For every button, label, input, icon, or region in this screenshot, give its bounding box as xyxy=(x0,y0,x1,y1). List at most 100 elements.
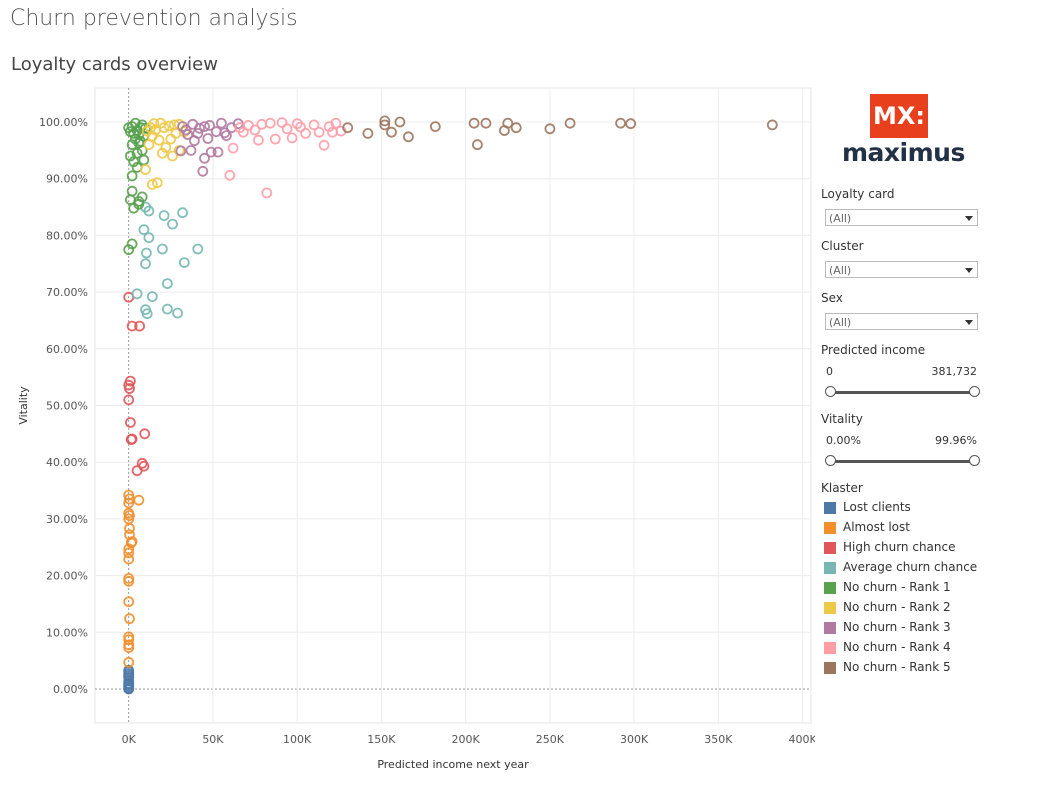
slider-max-handle[interactable] xyxy=(969,455,980,466)
scatter-point xyxy=(291,118,303,130)
legend-item[interactable]: Lost clients xyxy=(821,499,991,519)
cluster-select[interactable]: (All) xyxy=(825,261,978,278)
legend-label: High churn chance xyxy=(843,540,956,554)
slider-max-handle[interactable] xyxy=(969,386,980,397)
scatter-point xyxy=(468,117,480,129)
slider-track xyxy=(830,460,973,463)
scatter-point xyxy=(123,547,135,559)
y-tick-label: 0.00% xyxy=(53,683,88,696)
legend-item[interactable]: No churn - Rank 5 xyxy=(821,659,991,679)
legend-item[interactable]: Almost lost xyxy=(821,519,991,539)
sex-select-value: (All) xyxy=(829,316,852,329)
legend-label: Lost clients xyxy=(843,500,911,514)
scatter-point xyxy=(480,117,492,129)
vitality-min: 0.00% xyxy=(826,434,861,447)
cluster-select-value: (All) xyxy=(829,264,852,277)
scatter-point xyxy=(143,232,155,244)
scatter-point xyxy=(379,115,391,127)
scatter-point xyxy=(140,258,151,270)
scatter-point xyxy=(199,121,210,132)
legend-item[interactable]: No churn - Rank 1 xyxy=(821,579,991,599)
slider-min-handle[interactable] xyxy=(825,455,836,466)
scatter-point xyxy=(308,119,320,131)
legend-swatch xyxy=(824,582,836,594)
scatter-point xyxy=(146,178,158,190)
y-axis-title: Vitality xyxy=(17,386,30,425)
scatter-point xyxy=(158,210,170,222)
legend-item[interactable]: No churn - Rank 2 xyxy=(821,599,991,619)
x-tick-label: 400K xyxy=(788,733,815,746)
legend-item[interactable]: No churn - Rank 3 xyxy=(821,619,991,639)
scatter-point xyxy=(156,243,168,255)
y-tick-label: 30.00% xyxy=(46,513,88,526)
scatter-point xyxy=(140,304,151,316)
scatter-point xyxy=(202,133,214,144)
chevron-down-icon xyxy=(965,268,973,273)
logo-mark: MX: xyxy=(870,94,928,138)
scatter-point xyxy=(161,278,173,290)
scatter-point xyxy=(330,117,342,129)
sex-filter: Sex (All) xyxy=(821,291,981,330)
scatter-point xyxy=(156,147,168,159)
scatter-point xyxy=(123,122,135,134)
vitality-slider[interactable] xyxy=(821,454,981,468)
sex-select[interactable]: (All) xyxy=(825,313,978,330)
scatter-point xyxy=(318,139,330,151)
scatter-point xyxy=(300,127,312,139)
legend-label: No churn - Rank 3 xyxy=(843,620,951,634)
scatter-point xyxy=(124,150,136,162)
scatter-point xyxy=(394,116,406,128)
legend-swatch xyxy=(824,522,836,534)
predicted-income-slider[interactable] xyxy=(821,385,981,399)
scatter-point xyxy=(471,139,483,151)
scatter-point xyxy=(140,247,152,259)
legend-item[interactable]: High churn chance xyxy=(821,539,991,559)
vitality-max: 99.96% xyxy=(935,434,977,447)
scatter-point xyxy=(136,457,148,469)
scatter-point xyxy=(165,133,177,145)
scatter-point xyxy=(227,142,239,154)
scatter-point xyxy=(192,243,204,255)
scatter-point xyxy=(124,613,135,625)
legend-item[interactable]: No churn - Rank 4 xyxy=(821,639,991,659)
scatter-point xyxy=(212,146,224,158)
scatter-point xyxy=(126,433,138,445)
loyalty-card-select[interactable]: (All) xyxy=(825,209,978,226)
logo-wordmark: maximus xyxy=(842,138,965,167)
legend-swatch xyxy=(824,642,836,654)
loyalty-card-filter: Loyalty card (All) xyxy=(821,187,981,226)
scatter-point xyxy=(123,497,135,509)
scatter-point xyxy=(123,394,135,406)
scatter-point xyxy=(123,664,135,676)
slider-min-handle[interactable] xyxy=(825,386,836,397)
scatter-point xyxy=(160,142,172,153)
scatter-point xyxy=(123,639,135,651)
cluster-legend: Klaster Lost clients Almost lost High chur… xyxy=(821,481,991,679)
legend-swatch xyxy=(824,602,836,614)
y-tick-label: 70.00% xyxy=(46,286,88,299)
legend-label: No churn - Rank 2 xyxy=(843,600,951,614)
legend-title: Klaster xyxy=(821,481,863,495)
scatter-point xyxy=(123,596,135,608)
legend-label: No churn - Rank 1 xyxy=(843,580,951,594)
scatter-point xyxy=(219,127,231,139)
y-tick-label: 50.00% xyxy=(46,400,88,413)
legend-swatch xyxy=(824,542,836,554)
y-tick-label: 20.00% xyxy=(46,570,88,583)
scatter-point xyxy=(502,117,514,129)
legend-label: Average churn chance xyxy=(843,560,978,574)
scatter-point xyxy=(124,194,136,206)
scatter-point xyxy=(161,303,173,315)
scatter-point xyxy=(313,126,325,138)
loyalty-card-filter-label: Loyalty card xyxy=(821,187,895,201)
x-tick-label: 300K xyxy=(620,733,649,746)
scatter-point xyxy=(123,670,135,682)
scatter-point xyxy=(123,656,135,668)
scatter-point xyxy=(134,320,146,332)
legend-item[interactable]: Average churn chance xyxy=(821,559,991,579)
legend-label: No churn - Rank 4 xyxy=(843,640,951,654)
scatter-point xyxy=(252,134,264,146)
legend-swatch xyxy=(824,502,836,514)
x-tick-label: 100K xyxy=(283,733,312,746)
scatter-point xyxy=(197,165,209,177)
